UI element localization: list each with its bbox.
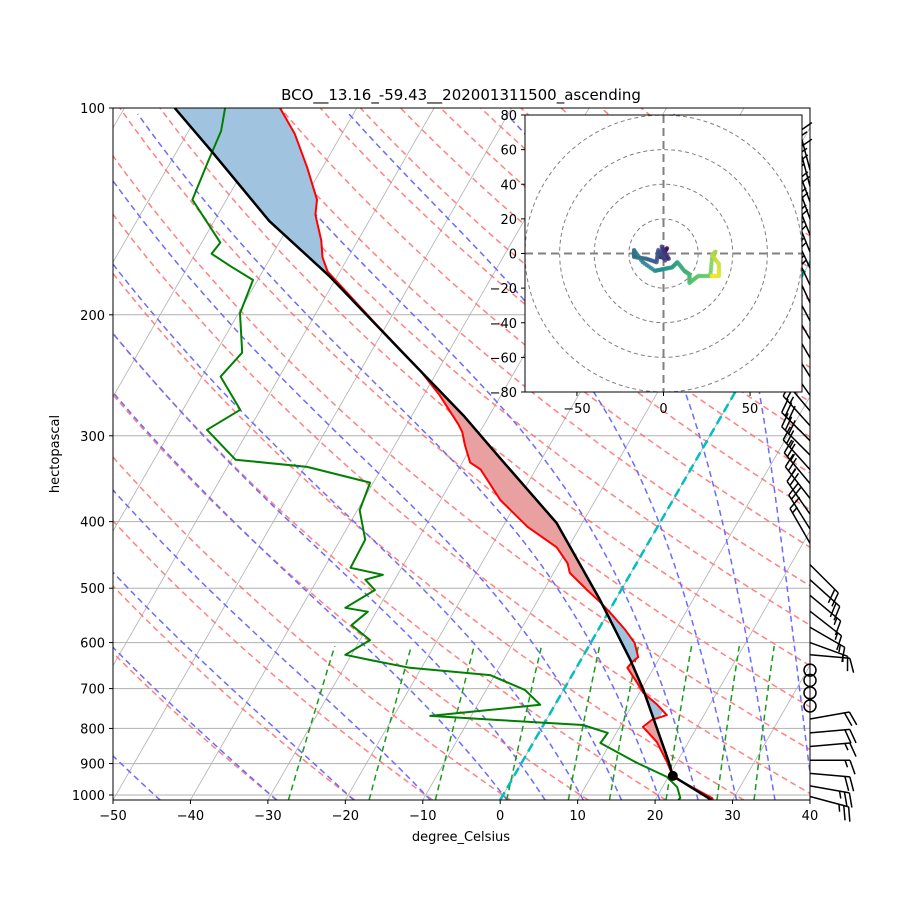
cin-area: [185, 120, 291, 127]
hodograph-y-tick-label: −20: [490, 282, 517, 297]
hodograph-y-tick-label: 0: [509, 248, 517, 263]
y-axis-label: hectopascal: [48, 415, 63, 493]
hodograph-y-tick-label: 80: [500, 109, 517, 124]
barb-half-feather: [839, 804, 840, 811]
y-tick-label: 100: [80, 102, 105, 117]
hodograph-y-tick-label: −80: [490, 386, 517, 401]
x-tick-label: −20: [332, 809, 359, 824]
x-axis-label: degree_Celsius: [412, 830, 510, 845]
hodograph-y-tick-label: −60: [490, 351, 517, 366]
hodograph-y-tick-label: −40: [490, 317, 517, 332]
hodograph-inset: 80 60 40 20 0 −20 −40 −60 −80 −50 0 50: [490, 109, 802, 417]
x-tick-label: −30: [254, 809, 281, 824]
x-tick-label: 0: [496, 809, 504, 824]
y-tick-label: 1000: [72, 789, 105, 804]
cin-area: [179, 113, 287, 120]
cin-area: [237, 182, 314, 189]
x-tick-label: 20: [647, 809, 664, 824]
cin-area: [248, 196, 317, 203]
x-tick-label: −40: [177, 809, 204, 824]
cin-area: [226, 168, 310, 175]
y-tick-label: 700: [80, 683, 105, 698]
x-tick-label: 10: [569, 809, 586, 824]
y-tick-label: 900: [80, 758, 105, 773]
cin-area: [208, 147, 302, 154]
cin-area: [191, 127, 295, 134]
x-tick-label: −10: [409, 809, 436, 824]
y-tick-label: 600: [80, 637, 105, 652]
y-tick-label: 400: [80, 516, 105, 531]
y-tick-label: 200: [80, 309, 105, 324]
x-tick-label: 40: [802, 809, 819, 824]
hodograph-trace-point: [709, 274, 713, 278]
lcl-marker: [668, 771, 678, 781]
cin-area: [260, 209, 317, 216]
x-tick-label: 30: [724, 809, 741, 824]
hodograph-y-tick-label: 40: [500, 178, 517, 193]
cin-area: [254, 202, 317, 209]
hodograph-x-tick-label: 0: [659, 402, 667, 417]
y-tick-label: 500: [80, 582, 105, 597]
hodograph-x-tick-label: 50: [742, 402, 759, 417]
cin-area: [243, 189, 316, 196]
cin-area: [197, 134, 298, 141]
hodograph-y-tick-label: 20: [500, 213, 517, 228]
cin-area: [214, 154, 305, 161]
y-tick-label: 300: [80, 430, 105, 445]
cin-area: [231, 175, 311, 182]
cin-area: [220, 161, 307, 168]
y-tick-label: 800: [80, 722, 105, 737]
chart-title: BCO__13.16_-59.43__202001311500_ascendin…: [281, 86, 641, 105]
cin-area: [265, 216, 317, 223]
hodograph-x-tick-label: −50: [563, 402, 590, 417]
hodograph-y-tick-label: 60: [500, 144, 517, 159]
x-tick-label: −50: [99, 809, 126, 824]
